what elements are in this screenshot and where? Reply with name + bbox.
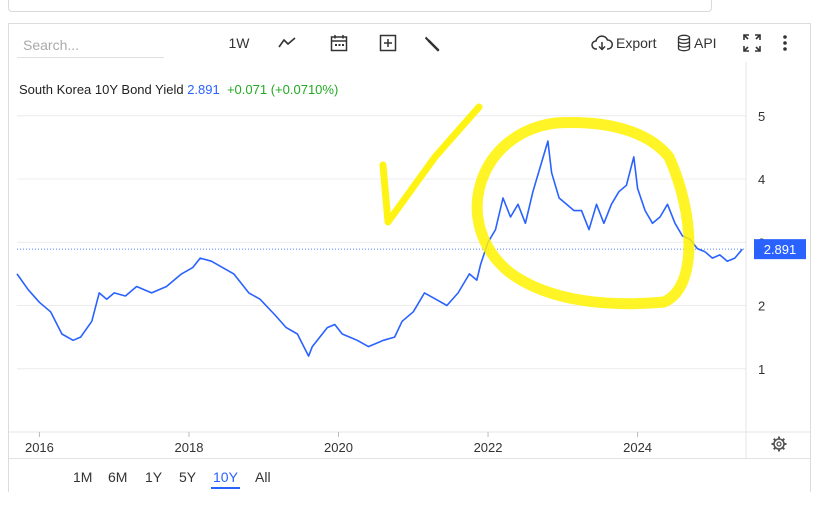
range-button-5y[interactable]: 5Y <box>179 469 197 485</box>
legend-change-pct: (+0.0710%) <box>270 82 339 97</box>
wrench-icon[interactable] <box>418 30 446 56</box>
export-label: Export <box>616 35 657 51</box>
range-button-1y[interactable]: 1Y <box>145 469 163 485</box>
export-button[interactable]: Export <box>591 30 659 56</box>
fullscreen-icon[interactable] <box>740 30 764 56</box>
x-tick-label: 2022 <box>474 440 503 455</box>
highlighter-checkmark <box>379 103 483 226</box>
y-tick-label: 1 <box>758 362 765 377</box>
legend-series-name: South Korea 10Y Bond Yield <box>19 82 184 97</box>
last-value-tag <box>754 239 806 260</box>
range-button-1m[interactable]: 1M <box>73 469 93 485</box>
range-button-6m[interactable]: 6M <box>108 469 128 485</box>
y-tick-label: 5 <box>758 109 765 124</box>
chart-legend: South Korea 10Y Bond Yield 2.891 +0.071 … <box>19 82 338 97</box>
x-tick-label: 2024 <box>623 440 652 455</box>
last-value-label: 2.891 <box>764 242 797 257</box>
range-selector: 1M 6M 1Y 5Y 10Y All <box>9 458 810 492</box>
range-button-10y[interactable]: 10Y <box>211 467 240 489</box>
x-tick-label: 2016 <box>25 440 54 455</box>
interval-button[interactable]: 1W <box>228 35 250 51</box>
x-tick-label: 2018 <box>175 440 204 455</box>
add-plus-icon[interactable] <box>374 30 402 56</box>
x-tick-label: 2020 <box>324 440 353 455</box>
settings-gear-icon[interactable] <box>771 436 787 457</box>
api-label: API <box>694 35 717 51</box>
chart-widget: 1W Export API <box>8 23 811 492</box>
y-tick-label: 2 <box>758 299 765 314</box>
cloud-download-icon <box>591 34 613 52</box>
chart-toolbar: 1W Export API <box>9 24 810 62</box>
search-input[interactable] <box>17 33 164 58</box>
series-line-bond-yield <box>16 140 743 357</box>
legend-change: +0.071 <box>226 82 268 97</box>
chart-plot[interactable]: 12345201620182020202220242.891 <box>9 62 810 458</box>
highlighter-circle <box>471 117 695 310</box>
y-tick-label: 4 <box>758 172 765 187</box>
line-chart-icon[interactable] <box>273 30 301 56</box>
database-icon <box>677 34 691 52</box>
top-strip <box>8 0 712 12</box>
highlighter-annotations <box>379 103 695 310</box>
legend-value: 2.891 <box>187 82 220 97</box>
api-button[interactable]: API <box>677 30 721 56</box>
calendar-icon[interactable] <box>325 30 353 56</box>
range-button-all[interactable]: All <box>255 469 271 485</box>
more-vertical-icon[interactable] <box>775 30 795 56</box>
